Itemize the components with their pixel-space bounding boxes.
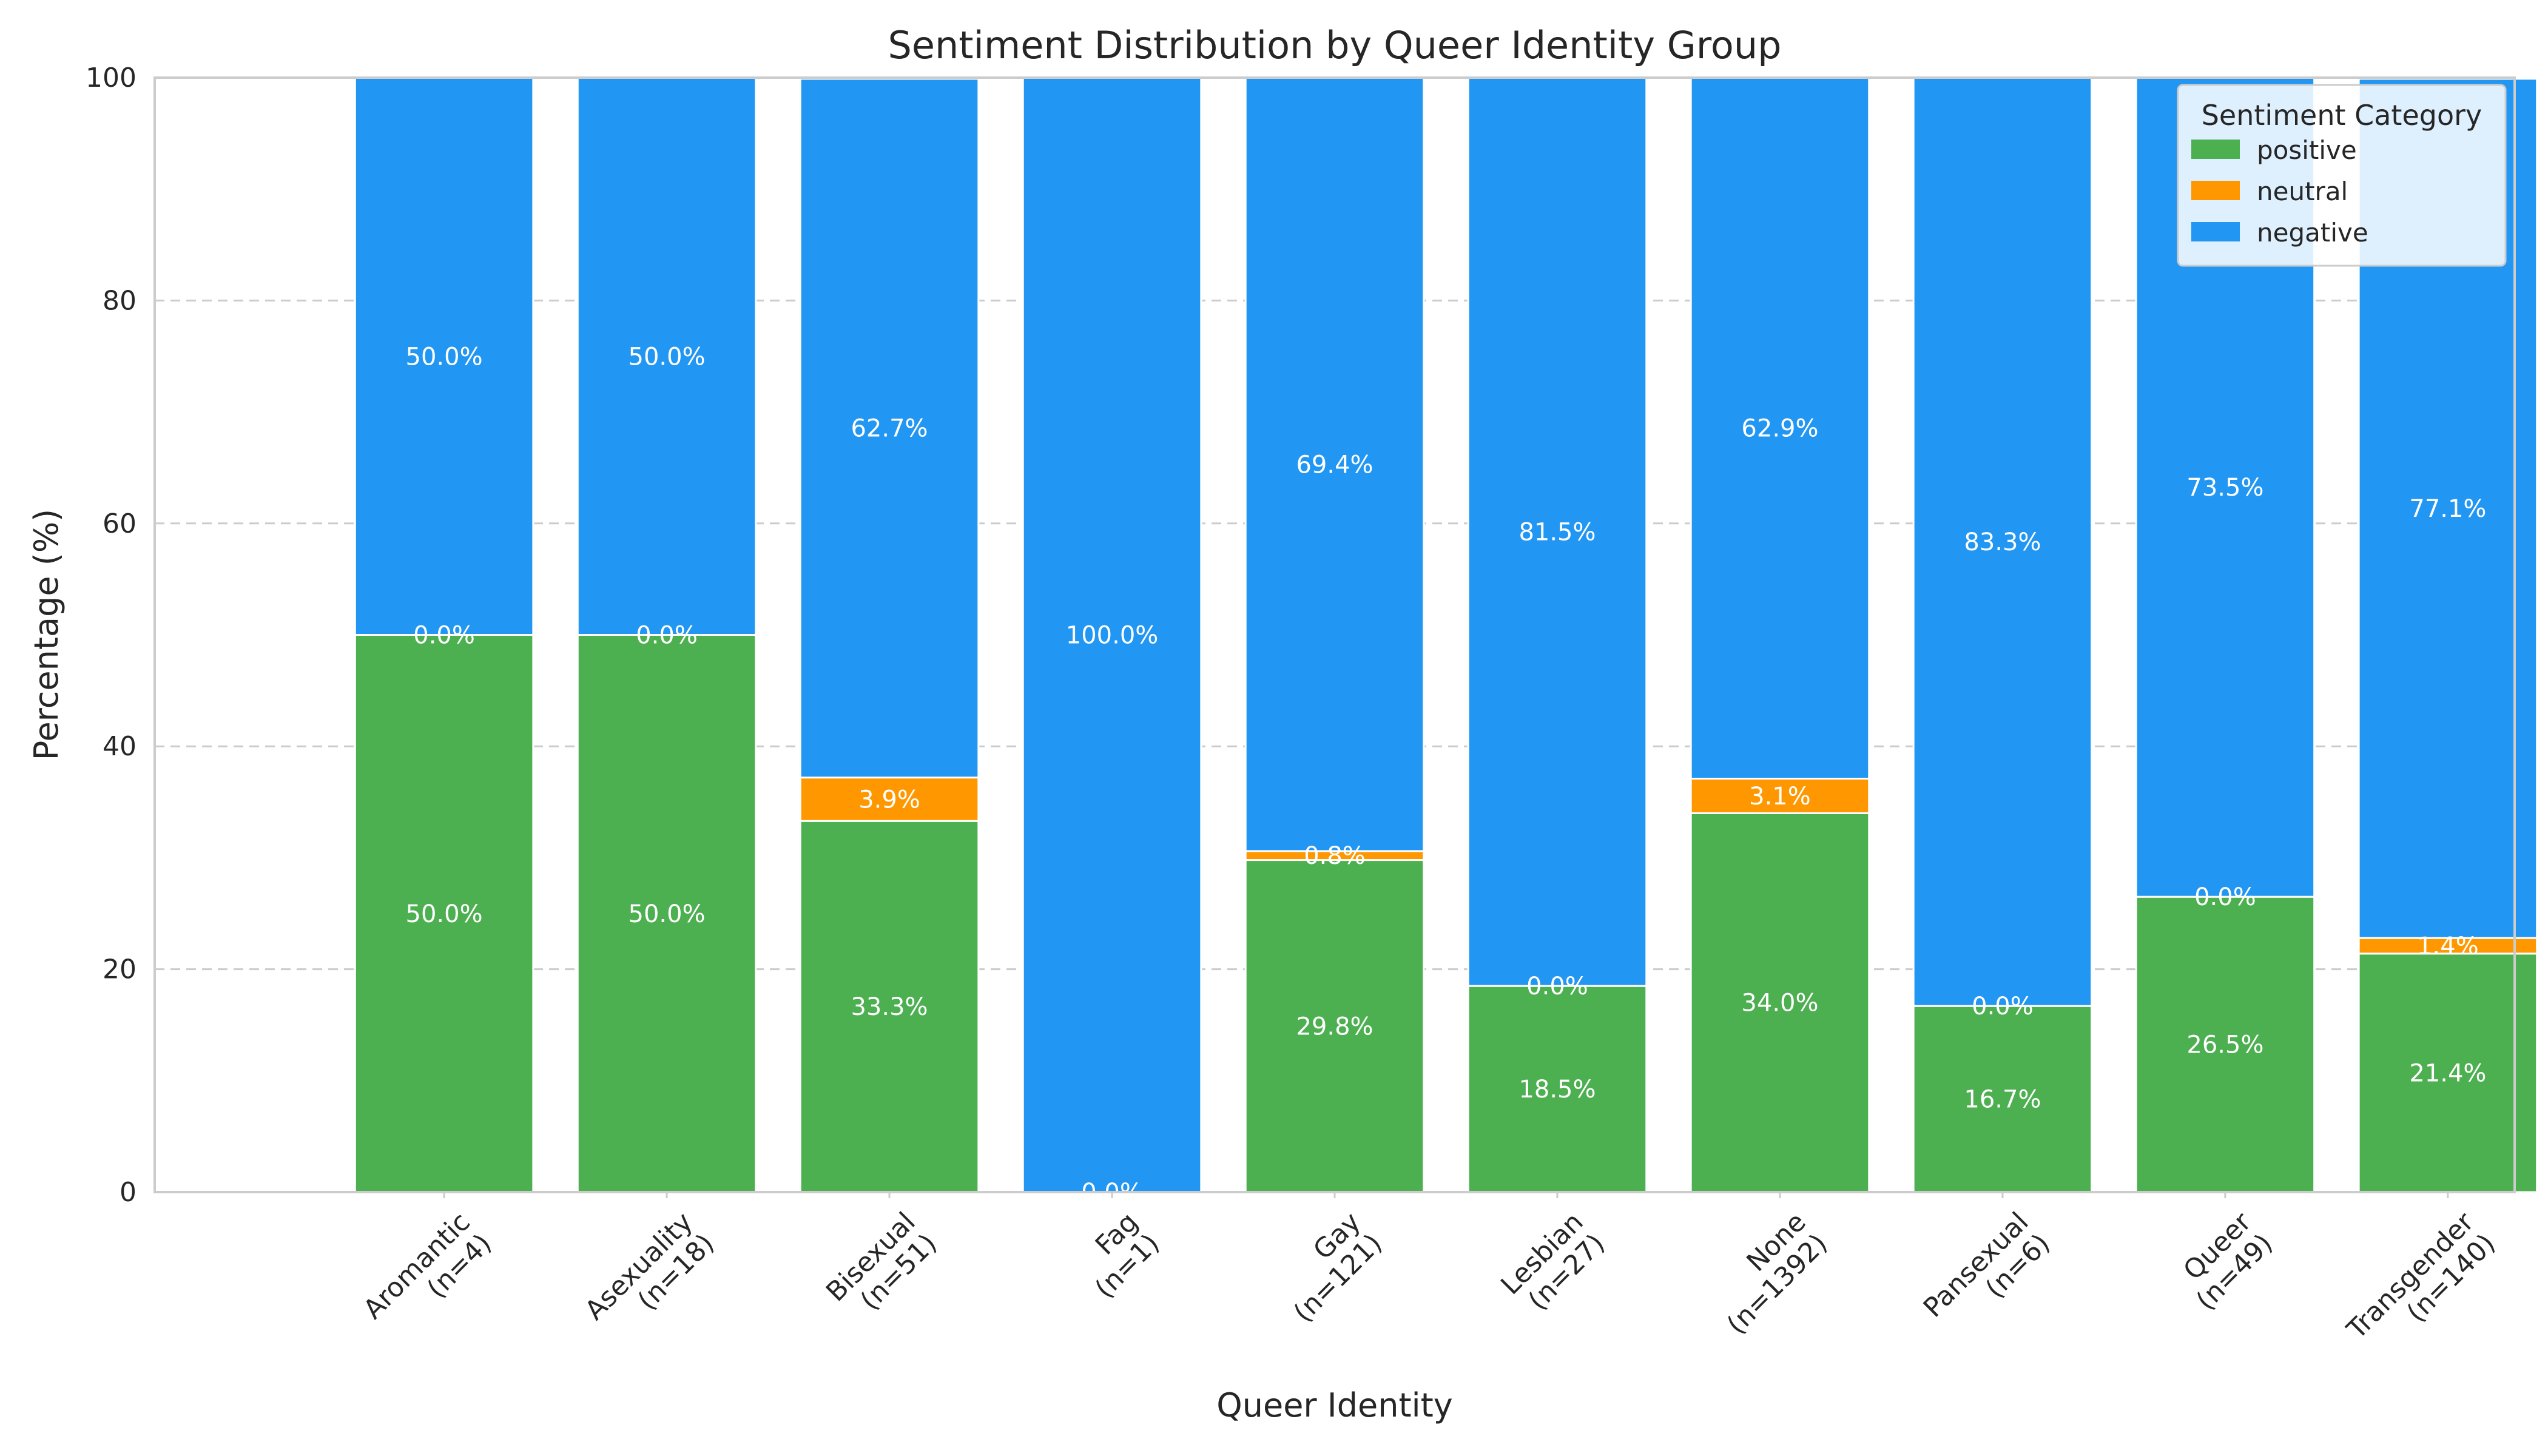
data-label: 34.0% <box>1741 989 1818 1017</box>
bar-positive <box>1467 985 1648 1193</box>
bar-negative <box>1244 76 1425 852</box>
data-label: 100.0% <box>1066 622 1159 650</box>
bar-neutral <box>2358 937 2538 955</box>
bar-positive <box>2358 952 2538 1193</box>
y-tick-label: 100 <box>86 62 136 93</box>
y-axis: 0 20 40 60 80 100 <box>86 62 136 1208</box>
data-label: 0.0% <box>413 622 475 650</box>
bars <box>354 76 2538 1193</box>
bar-negative <box>576 76 757 636</box>
data-label: 81.5% <box>1518 519 1596 547</box>
data-label: 16.7% <box>1964 1086 2041 1114</box>
data-label: 0.0% <box>1526 972 1588 1000</box>
legend-swatch-positive <box>2191 140 2240 159</box>
bar-positive <box>1690 812 1870 1193</box>
y-tick-label: 60 <box>103 508 136 539</box>
bar-neutral <box>1690 777 1870 814</box>
legend-entries: positive neutral negative <box>2191 135 2368 248</box>
legend-box <box>2177 84 2507 267</box>
data-label: 50.0% <box>629 343 706 371</box>
data-label: 50.0% <box>629 900 706 928</box>
bar-positive <box>1244 859 1425 1193</box>
bar-negative <box>1467 76 1648 987</box>
bar-positive <box>354 634 534 1193</box>
legend-label-positive: positive <box>2257 135 2357 165</box>
data-label: 29.8% <box>1296 1013 1373 1040</box>
bar-negative <box>1690 76 1870 780</box>
data-label: 18.5% <box>1518 1076 1596 1104</box>
data-label: 26.5% <box>2186 1031 2263 1059</box>
legend-title: Sentiment Category <box>2202 99 2482 132</box>
bar-negative <box>1022 76 1202 1193</box>
bar-positive <box>576 634 757 1193</box>
bar-positive <box>1912 1005 2093 1193</box>
y-tick-label: 80 <box>103 285 136 316</box>
legend-swatch-neutral <box>2191 181 2240 200</box>
data-label: 0.0% <box>636 622 698 650</box>
data-labels: 50.0% 0.0% 50.0% 50.0% 0.0% 50.0% 33.3% 3.9% 62.… <box>406 343 2487 1207</box>
bar-negative <box>799 78 980 779</box>
x-axis-label: Queer Identity <box>1216 1386 1453 1424</box>
data-label: 1.4% <box>2417 932 2479 960</box>
y-tick-label: 0 <box>120 1177 136 1208</box>
legend: Sentiment Category positive neutral negati… <box>2177 84 2507 267</box>
y-axis-label: Percentage (%) <box>27 509 66 760</box>
legend-label-neutral: neutral <box>2257 177 2348 206</box>
y-tick-label: 20 <box>103 954 136 985</box>
data-label: 69.4% <box>1296 451 1373 479</box>
data-label: 62.7% <box>851 415 928 443</box>
legend-swatch-negative <box>2191 222 2240 241</box>
data-label: 3.9% <box>858 786 920 814</box>
data-label: 62.9% <box>1741 415 1818 443</box>
legend-label-negative: negative <box>2257 218 2368 248</box>
data-label: 50.0% <box>406 900 483 928</box>
data-label: 50.0% <box>406 343 483 371</box>
data-label: 0.0% <box>1972 993 2034 1020</box>
data-label: 0.0% <box>2194 883 2256 911</box>
bar-negative <box>1912 76 2093 1007</box>
data-label: 33.3% <box>851 993 928 1021</box>
data-label: 21.4% <box>2409 1059 2486 1087</box>
data-label: 3.1% <box>1749 783 1811 811</box>
data-label: 77.1% <box>2409 495 2486 523</box>
bar-neutral <box>799 777 980 822</box>
y-tick-label: 40 <box>103 731 136 762</box>
data-label: 0.8% <box>1304 842 1366 870</box>
data-label: 73.5% <box>2186 474 2263 502</box>
data-label: 83.3% <box>1964 528 2041 556</box>
chart-title: Sentiment Distribution by Queer Identity… <box>888 23 1781 67</box>
